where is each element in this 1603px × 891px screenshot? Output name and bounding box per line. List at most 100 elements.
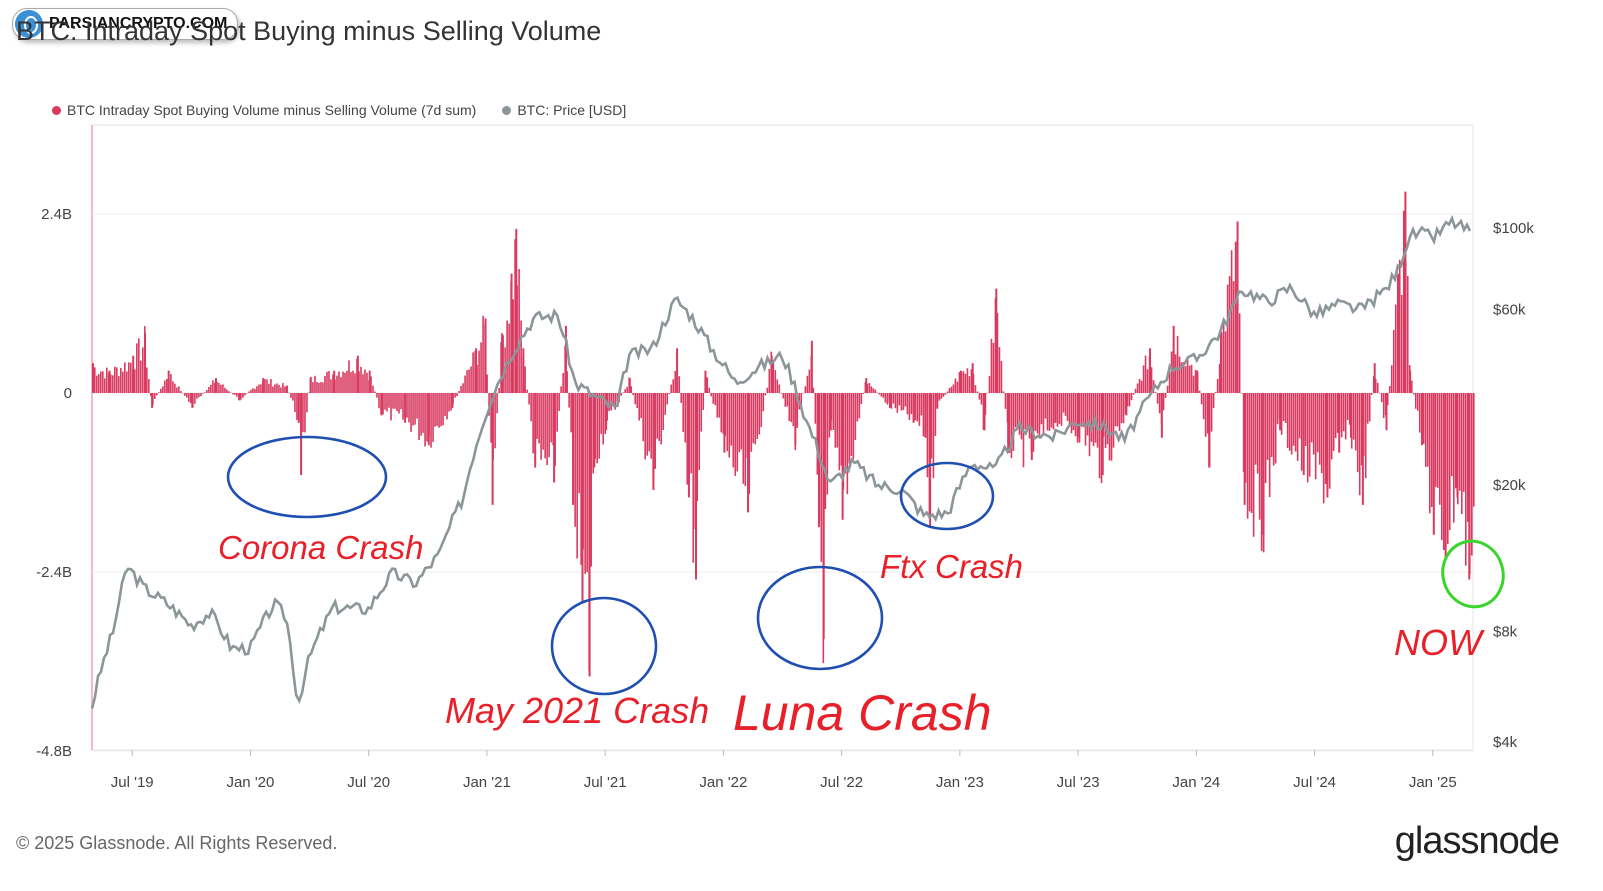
volume-bar	[1202, 393, 1205, 420]
volume-bar	[100, 371, 102, 393]
volume-bar	[264, 379, 266, 393]
volume-bar	[760, 393, 763, 428]
volume-bar	[696, 393, 699, 502]
volume-bar	[104, 378, 106, 393]
price-line	[90, 214, 1472, 709]
volume-bar	[1186, 356, 1189, 393]
volume-bar	[550, 393, 552, 443]
volume-bar	[184, 393, 186, 396]
volume-bar	[360, 366, 362, 393]
volume-bar	[330, 379, 332, 393]
volume-bar	[1184, 366, 1187, 393]
volume-bar	[242, 393, 244, 398]
volume-bar	[534, 393, 537, 468]
volume-bar	[1312, 393, 1315, 455]
volume-bar	[376, 393, 378, 398]
volume-bar	[1122, 393, 1125, 424]
volume-bar	[1168, 371, 1171, 393]
volume-bar	[1000, 360, 1003, 393]
volume-bar	[782, 393, 785, 399]
volume-bar	[1366, 393, 1369, 424]
volume-bar	[884, 393, 887, 403]
volume-bar	[632, 393, 634, 396]
volume-bar	[520, 320, 522, 393]
volume-bar	[532, 393, 534, 454]
legend-item-volume[interactable]: BTC Intraday Spot Buying Volume minus Se…	[52, 102, 476, 118]
volume-bar	[562, 373, 564, 393]
legend-item-price[interactable]: BTC: Price [USD]	[502, 102, 626, 118]
volume-bar	[1348, 393, 1351, 425]
volume-bar	[1136, 383, 1139, 393]
volume-bar	[186, 393, 188, 398]
volume-bar	[1042, 393, 1045, 434]
volume-bar	[1430, 393, 1433, 508]
y-right-tick-label: $60k	[1493, 302, 1526, 319]
volume-bar	[274, 384, 276, 393]
volume-bar	[1440, 393, 1443, 540]
volume-bar	[1114, 393, 1117, 427]
volume-bar	[244, 393, 246, 396]
volume-bar	[458, 390, 460, 393]
volume-bar	[1038, 393, 1041, 439]
volume-bar	[850, 393, 853, 457]
volume-bar	[304, 393, 306, 433]
volume-bar	[1262, 393, 1265, 535]
volume-bar	[536, 393, 538, 439]
volume-bar	[986, 392, 989, 394]
x-tick-label: Jan '22	[699, 774, 747, 791]
volume-bar	[390, 393, 392, 421]
volume-bar	[1272, 393, 1275, 466]
volume-bar	[1010, 393, 1013, 459]
volume-bar	[1304, 393, 1307, 446]
volume-bar	[1370, 393, 1373, 395]
volume-bar	[612, 393, 614, 407]
volume-bar	[382, 393, 384, 415]
volume-bar	[700, 393, 703, 432]
volume-bar	[436, 393, 438, 426]
volume-bar	[1286, 393, 1289, 448]
volume-bar	[1240, 393, 1243, 394]
volume-bar	[1400, 294, 1403, 393]
volume-bar	[1224, 331, 1227, 393]
volume-bar	[1380, 393, 1383, 403]
volume-bar	[1002, 391, 1005, 393]
y-left-tick-label: -2.4B	[36, 564, 72, 581]
volume-bar	[120, 367, 122, 393]
volume-bar	[684, 393, 687, 443]
volume-bar	[258, 384, 260, 393]
volume-bar	[160, 388, 162, 393]
volume-bar	[654, 393, 657, 469]
volume-bar	[438, 393, 440, 428]
volume-bar	[966, 368, 969, 393]
volume-bar	[1344, 393, 1347, 440]
volume-bar	[110, 374, 112, 393]
volume-bar	[664, 393, 667, 415]
volume-bar	[148, 379, 150, 393]
volume-bar	[976, 391, 979, 393]
volume-bar	[228, 391, 230, 393]
volume-bar	[862, 393, 865, 394]
volume-bar	[162, 386, 164, 393]
volume-bar	[910, 393, 913, 415]
volume-bar	[374, 391, 376, 393]
volume-bar	[368, 370, 371, 393]
volume-bar	[202, 393, 204, 394]
volume-bar	[418, 393, 420, 441]
volume-bar	[622, 392, 624, 393]
may-2021-crash-circle	[550, 596, 658, 696]
volume-bar	[983, 393, 986, 431]
volume-bar	[1050, 393, 1053, 428]
volume-bar	[1154, 392, 1157, 393]
volume-bar	[1364, 393, 1367, 479]
volume-bar	[512, 299, 514, 393]
volume-bar	[92, 363, 94, 393]
volume-bar	[1098, 393, 1101, 479]
volume-bar	[412, 393, 414, 426]
volume-bar	[852, 393, 855, 460]
volume-bar	[1340, 393, 1343, 438]
volume-bar	[580, 393, 582, 565]
volume-bar	[764, 393, 767, 396]
volume-bar	[958, 371, 961, 393]
volume-bar	[1206, 393, 1209, 434]
parsiancrypto-logo-icon	[15, 10, 43, 38]
